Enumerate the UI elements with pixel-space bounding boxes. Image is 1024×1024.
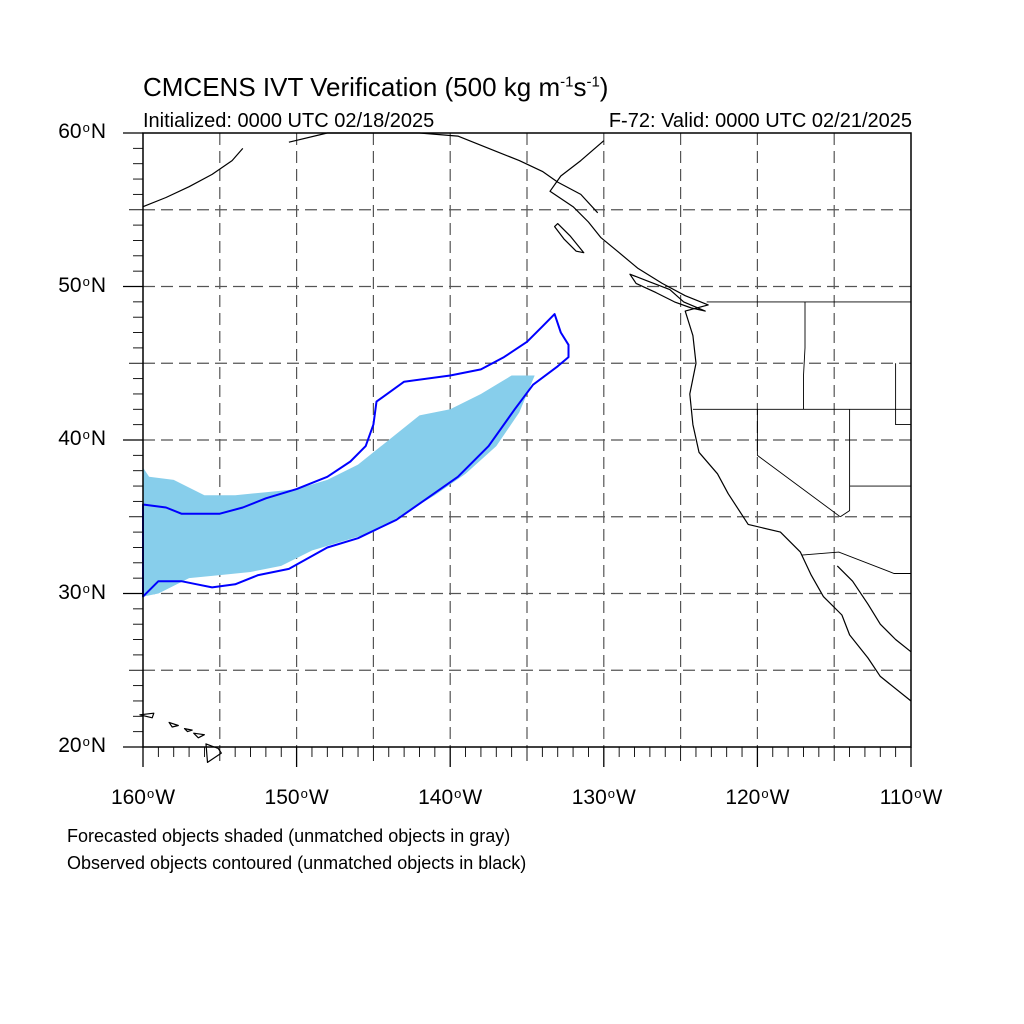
- lon-label-hemisphere: W: [769, 786, 790, 809]
- degree-symbol: o: [607, 786, 616, 801]
- degree-symbol: o: [82, 273, 90, 289]
- island-hawaii: [193, 732, 205, 739]
- title-unit-s: s: [573, 72, 587, 102]
- island-hawaii: [139, 712, 155, 719]
- lat-label-hemisphere: N: [90, 120, 106, 143]
- lat-label-number: 60: [58, 120, 82, 143]
- lat-label: 20oN: [40, 734, 106, 758]
- lon-label-hemisphere: W: [616, 786, 636, 809]
- degree-symbol: o: [82, 427, 90, 442]
- political-border: [840, 409, 851, 518]
- coastline-gulf-of-alaska: [288, 132, 599, 214]
- initialized-time: Initialized: 0000 UTC 02/18/2025: [143, 110, 435, 132]
- lon-label: 120oW: [707, 786, 807, 810]
- degree-symbol: o: [914, 786, 922, 801]
- coastline-alaska-peninsula: [142, 148, 244, 208]
- lon-label-number: 140: [418, 786, 454, 809]
- coastline-gulf-of-california: [836, 565, 912, 653]
- lon-label-hemisphere: W: [155, 786, 176, 809]
- political-border: [756, 409, 841, 518]
- lon-label: 130oW: [554, 786, 654, 810]
- degree-symbol: o: [82, 120, 90, 135]
- lat-label: 60oN: [40, 120, 106, 144]
- lat-label-number: 40: [58, 427, 82, 450]
- lat-label-number: 20: [58, 734, 82, 757]
- lon-label-number: 160: [110, 786, 146, 809]
- lon-label-hemisphere: W: [462, 786, 483, 809]
- lat-label: 40oN: [40, 427, 106, 451]
- lon-label: 110oW: [861, 786, 961, 810]
- lon-label: 140oW: [400, 786, 500, 810]
- island-haida-gwaii: [553, 223, 585, 254]
- degree-symbol: o: [146, 786, 155, 801]
- political-border: [803, 301, 806, 410]
- forecast-ivt-object: [143, 375, 535, 597]
- degree-symbol: o: [82, 580, 90, 596]
- title-close: ): [599, 72, 609, 102]
- lon-label-hemisphere: W: [308, 786, 329, 809]
- lon-label: 160oW: [93, 786, 193, 810]
- note-forecast: Forecasted objects shaded (unmatched obj…: [67, 826, 511, 846]
- degree-symbol: o: [761, 786, 769, 801]
- degree-symbol: o: [82, 734, 90, 749]
- political-border: [801, 551, 911, 574]
- lat-label-number: 50: [58, 273, 82, 297]
- coastline-west-coast: [549, 140, 912, 702]
- plot-border: [142, 132, 912, 748]
- title-text: CMCENS IVT Verification (500 kg m: [143, 72, 561, 102]
- lat-label-hemisphere: N: [90, 427, 106, 450]
- lon-label-hemisphere: W: [922, 786, 943, 809]
- degree-symbol: o: [454, 786, 462, 801]
- lat-label-hemisphere: N: [90, 580, 106, 604]
- lon-label: 150oW: [247, 786, 347, 810]
- lat-label: 30oN: [40, 581, 106, 605]
- lat-label-hemisphere: N: [90, 734, 106, 757]
- political-border: [895, 363, 911, 426]
- lat-label-number: 30: [58, 580, 82, 604]
- island-hawaii: [168, 721, 179, 728]
- lon-label-number: 110: [879, 786, 914, 809]
- lon-label-number: 120: [725, 786, 761, 809]
- valid-time: F-72: Valid: 0000 UTC 02/21/2025: [608, 110, 912, 132]
- island-hawaii: [183, 727, 193, 733]
- lon-label-number: 130: [571, 786, 607, 809]
- observed-ivt-contour: [142, 313, 570, 598]
- lat-label-hemisphere: N: [90, 273, 106, 297]
- title-exponent-2: -1: [586, 73, 600, 91]
- lat-label: 50oN: [40, 274, 106, 298]
- note-observed: Observed objects contoured (unmatched ob…: [67, 853, 527, 873]
- island-vancouver: [629, 273, 706, 312]
- degree-symbol: o: [300, 786, 308, 801]
- title-exponent-1: -1: [560, 73, 574, 91]
- lon-label-number: 150: [264, 786, 300, 809]
- figure-title: CMCENS IVT Verification (500 kg m-1s-1): [143, 72, 608, 103]
